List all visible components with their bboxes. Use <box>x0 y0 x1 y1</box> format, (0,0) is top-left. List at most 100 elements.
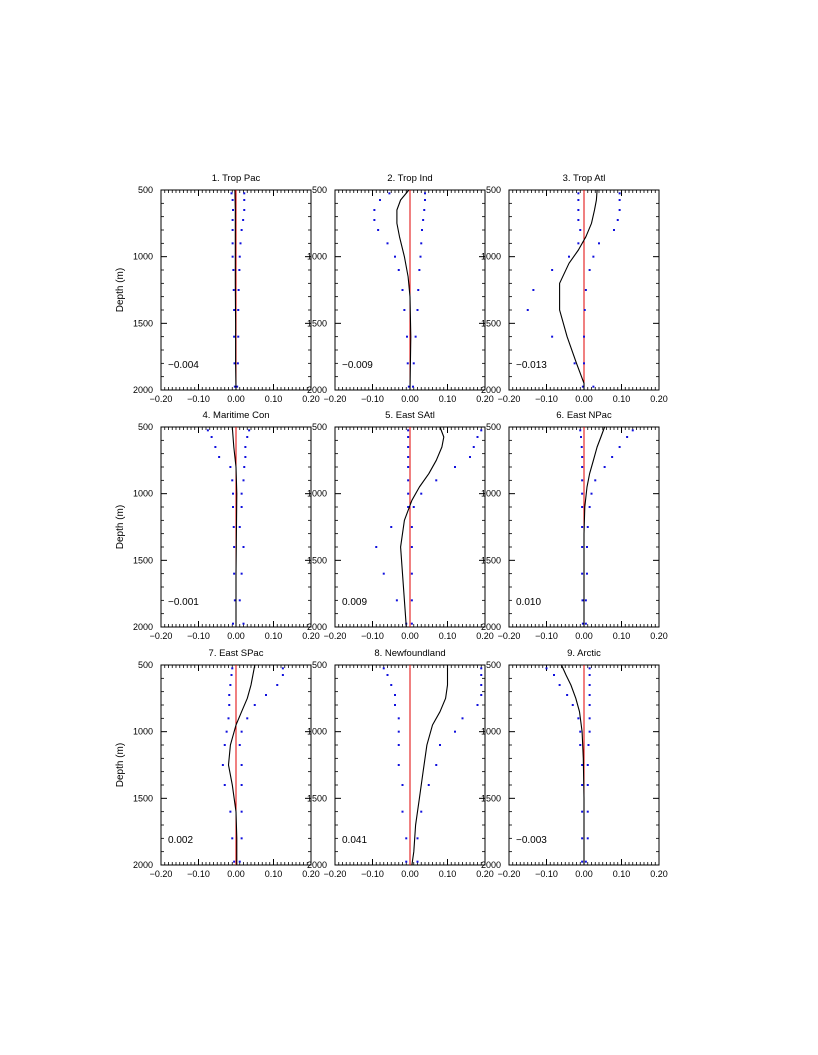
lower-bound-point <box>568 255 570 258</box>
upper-bound-point <box>583 335 585 338</box>
lower-bound-point <box>394 255 396 258</box>
lower-bound-point <box>231 837 234 840</box>
panel-title: 5. East SAtl <box>385 410 435 421</box>
upper-bound-point <box>588 506 591 508</box>
x-tick-label: 0.20 <box>302 631 320 641</box>
upper-bound-point <box>237 309 240 311</box>
x-tick-label: −0.10 <box>361 631 384 641</box>
x-tick-label: 0.10 <box>613 869 631 879</box>
upper-bound-point <box>412 362 415 365</box>
y-tick-label: 1000 <box>133 252 153 262</box>
y-tick-label: 500 <box>486 185 501 195</box>
upper-bound-point <box>435 764 438 766</box>
upper-bound-point <box>242 219 245 221</box>
upper-bound-point <box>424 199 426 201</box>
upper-bound-point <box>246 436 249 438</box>
mean-value-label: −0.009 <box>342 360 373 371</box>
x-tick-label: 0.20 <box>302 394 320 404</box>
x-tick-label: 0.00 <box>227 869 245 879</box>
upper-bound-point <box>461 717 464 720</box>
lower-bound-point <box>233 362 236 365</box>
lower-bound-point <box>232 526 235 528</box>
upper-bound-point <box>586 810 589 813</box>
y-tick-label: 500 <box>138 660 153 670</box>
upper-bound-point <box>611 456 614 458</box>
lower-bound-point <box>401 810 404 813</box>
lower-bound-point <box>231 242 234 245</box>
upper-bound-point <box>423 209 426 211</box>
upper-bound-point <box>244 456 247 458</box>
lower-bound-point <box>577 199 580 201</box>
x-tick-label: 0.00 <box>575 394 593 404</box>
upper-bound-point <box>419 255 422 258</box>
lower-bound-point <box>581 837 584 840</box>
lower-bound-point <box>406 335 408 338</box>
profile-line <box>231 426 238 627</box>
lower-bound-point <box>397 744 400 746</box>
upper-bound-point <box>618 192 621 195</box>
upper-bound-point <box>243 466 246 468</box>
upper-bound-point <box>586 784 589 786</box>
x-tick-label: −0.20 <box>324 631 347 641</box>
x-tick-label: 0.10 <box>439 869 457 879</box>
lower-bound-point <box>577 219 580 221</box>
lower-bound-point <box>228 694 231 696</box>
upper-bound-point <box>616 219 619 221</box>
y-tick-label: 1000 <box>481 489 501 499</box>
y-tick-label: 1500 <box>307 793 327 803</box>
upper-bound-point <box>240 730 243 733</box>
y-axis-label: Depth (m) <box>115 743 126 787</box>
upper-bound-point <box>588 730 591 733</box>
upper-bound-point <box>236 385 239 388</box>
panel-title: 1. Trop Pac <box>212 173 261 184</box>
panel-title: 6. East NPac <box>556 410 612 421</box>
upper-bound-point <box>243 192 246 195</box>
upper-bound-point <box>626 436 629 438</box>
x-tick-label: 0.00 <box>575 869 593 879</box>
lower-bound-point <box>386 242 389 245</box>
y-tick-label: 1000 <box>481 252 501 262</box>
upper-bound-point <box>592 255 595 258</box>
y-tick-label: 500 <box>486 660 501 670</box>
x-tick-label: 0.00 <box>227 394 245 404</box>
upper-bound-point <box>480 684 483 686</box>
profile-line <box>411 665 449 866</box>
upper-bound-point <box>588 684 591 686</box>
upper-bound-point <box>243 209 246 211</box>
lower-bound-point <box>581 546 584 548</box>
upper-bound-point <box>476 436 479 438</box>
upper-bound-point <box>594 479 597 482</box>
lower-bound-point <box>233 572 236 575</box>
lower-bound-point <box>581 479 584 482</box>
lower-bound-point <box>397 269 400 271</box>
x-tick-label: −0.20 <box>150 631 173 641</box>
lower-bound-point <box>579 229 582 231</box>
lower-bound-point <box>581 784 584 786</box>
lower-bound-point <box>232 492 234 495</box>
x-tick-label: 0.20 <box>650 394 668 404</box>
lower-bound-point <box>407 436 410 438</box>
y-tick-label: 2000 <box>481 860 501 870</box>
upper-bound-point <box>236 362 239 365</box>
profile-line <box>559 189 598 390</box>
x-tick-label: 0.20 <box>650 631 668 641</box>
upper-bound-point <box>244 446 247 448</box>
upper-bound-point <box>240 784 243 786</box>
upper-bound-point <box>410 546 413 548</box>
profile-line <box>400 426 445 628</box>
lower-bound-point <box>229 466 232 468</box>
upper-bound-point <box>586 546 588 548</box>
lower-bound-point <box>407 456 410 458</box>
upper-bound-point <box>472 446 475 448</box>
upper-bound-point <box>420 242 423 245</box>
upper-bound-point <box>239 242 242 245</box>
upper-bound-point <box>583 309 586 311</box>
lower-bound-point <box>231 667 234 670</box>
x-tick-label: −0.10 <box>535 631 558 641</box>
upper-bound-point <box>583 362 585 365</box>
lower-bound-point <box>581 466 584 468</box>
lower-bound-point <box>233 335 236 338</box>
lower-bound-point <box>580 436 582 438</box>
upper-bound-point <box>417 289 420 291</box>
lower-bound-point <box>551 335 554 338</box>
